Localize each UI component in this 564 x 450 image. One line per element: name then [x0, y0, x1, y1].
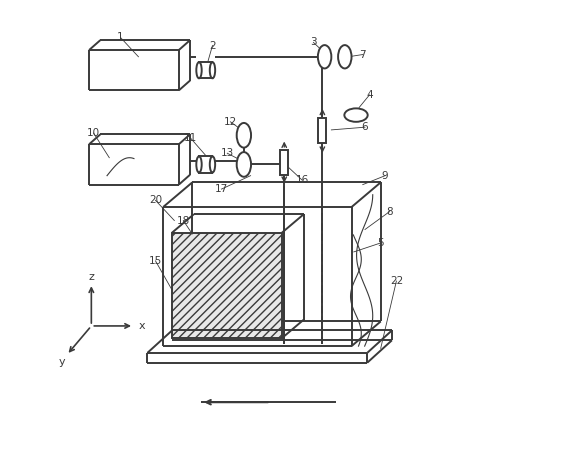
Text: 22: 22 — [390, 276, 403, 286]
Ellipse shape — [237, 152, 251, 177]
Text: 11: 11 — [183, 132, 197, 143]
Text: 2: 2 — [209, 40, 216, 50]
Ellipse shape — [338, 45, 351, 68]
Bar — [280, 150, 288, 175]
Ellipse shape — [196, 62, 202, 78]
Text: y: y — [59, 357, 65, 367]
Text: 5: 5 — [377, 238, 384, 248]
Ellipse shape — [345, 108, 368, 122]
Text: x: x — [138, 321, 145, 331]
Bar — [199, 62, 213, 78]
Text: 8: 8 — [386, 207, 393, 216]
Text: 12: 12 — [224, 117, 237, 127]
Text: 20: 20 — [149, 195, 162, 205]
Text: 18: 18 — [177, 216, 190, 225]
Ellipse shape — [210, 156, 215, 172]
Ellipse shape — [318, 45, 331, 68]
Ellipse shape — [237, 123, 251, 148]
Text: 9: 9 — [382, 171, 389, 180]
Text: 15: 15 — [149, 256, 162, 266]
Text: z: z — [89, 272, 94, 282]
Ellipse shape — [210, 62, 215, 78]
Text: 6: 6 — [362, 122, 368, 132]
Text: 4: 4 — [366, 90, 373, 100]
Ellipse shape — [196, 156, 202, 172]
Text: 13: 13 — [221, 148, 234, 158]
Text: 1: 1 — [117, 32, 124, 42]
Text: 10: 10 — [87, 128, 100, 138]
Text: 16: 16 — [296, 175, 309, 185]
Text: 17: 17 — [215, 184, 228, 194]
Bar — [199, 156, 213, 172]
Bar — [318, 118, 327, 143]
Text: 7: 7 — [359, 50, 366, 59]
Bar — [172, 233, 282, 338]
Text: 3: 3 — [310, 37, 317, 47]
